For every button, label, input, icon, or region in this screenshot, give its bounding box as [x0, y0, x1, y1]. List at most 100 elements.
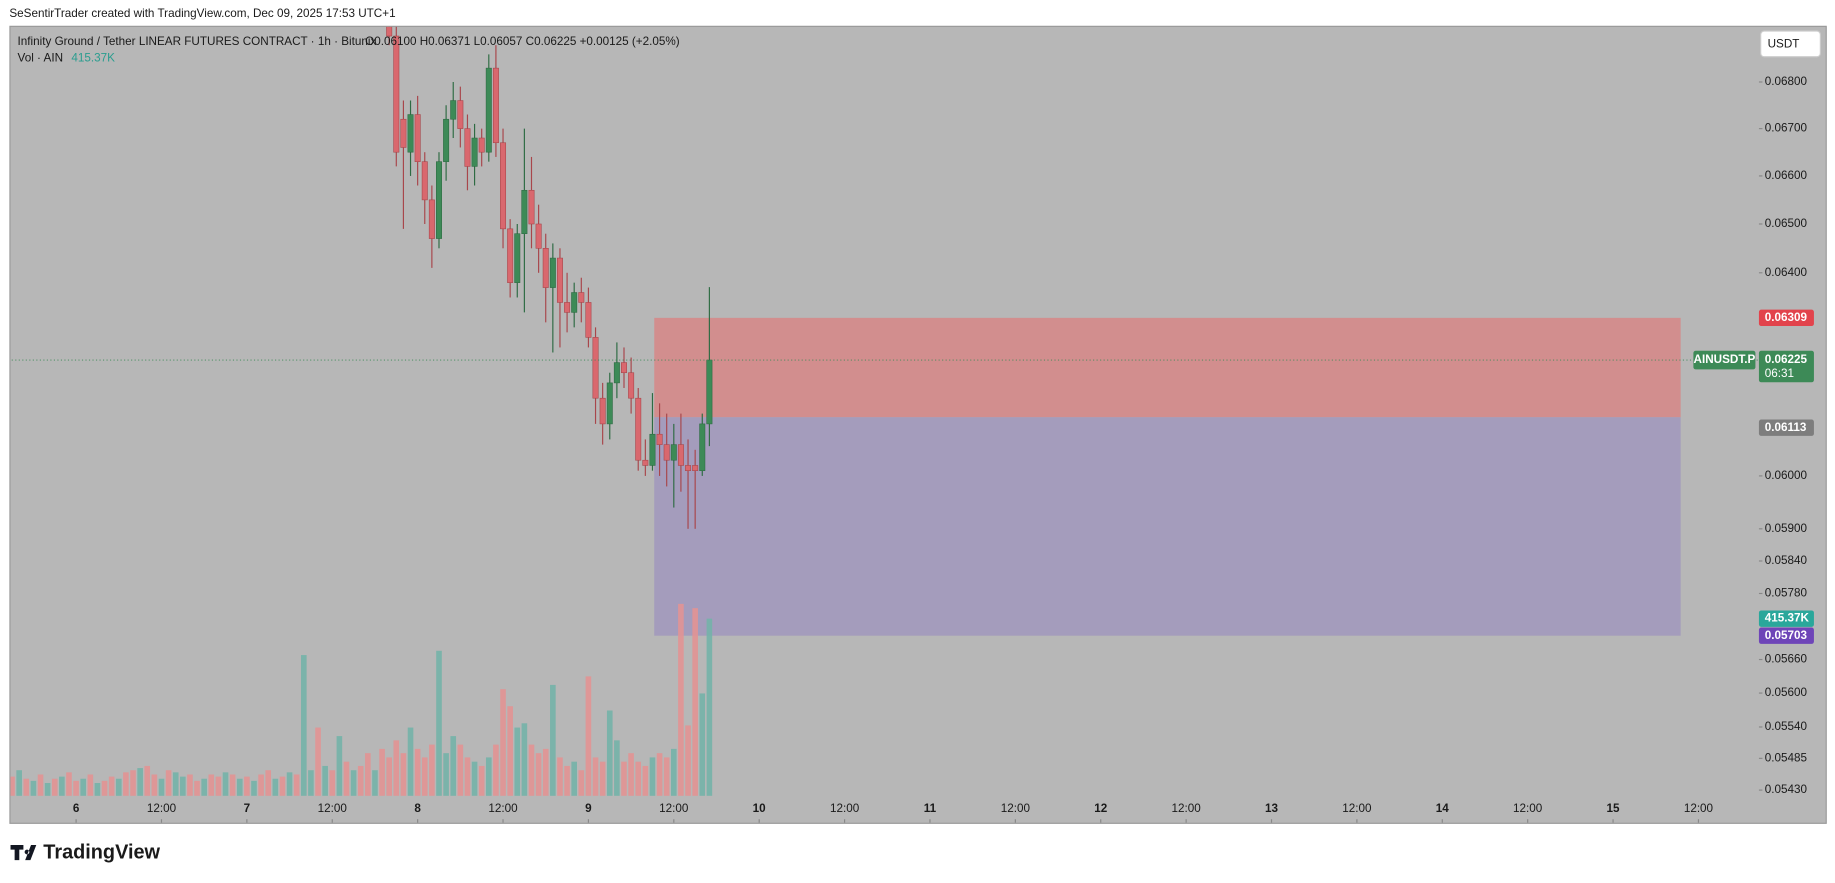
volume-bar [400, 753, 407, 796]
volume-bar [94, 783, 101, 796]
volume-bar [578, 770, 585, 796]
candle-body [535, 223, 542, 249]
candle-body [571, 292, 578, 313]
volume-bar [357, 765, 364, 796]
last-price-label: 0.06225 [1765, 353, 1808, 366]
stop-tag [1758, 309, 1814, 327]
currency-button[interactable] [1760, 30, 1821, 58]
countdown: 06:31 [1765, 367, 1794, 380]
volume-bar [500, 689, 506, 796]
candle-body [642, 459, 649, 466]
volume-bar [514, 727, 521, 796]
volume-bar [23, 778, 30, 796]
candle-body [663, 444, 670, 461]
y-tick-label: 0.05900 [1765, 522, 1808, 535]
candle-body [514, 233, 521, 283]
volume-bar [80, 778, 87, 796]
volume-bar [414, 748, 421, 796]
candle-body [400, 118, 407, 148]
x-tick-label: 6 [73, 802, 80, 815]
candle-body [656, 433, 663, 445]
legend-volume-value: 415.37K [71, 52, 115, 65]
volume-bar [265, 770, 272, 796]
candle-body [556, 257, 563, 303]
volume-bar [244, 776, 250, 796]
volume-bar [542, 748, 549, 796]
candle-body [485, 67, 492, 153]
currency-label[interactable]: USDT [1768, 38, 1800, 51]
entry-tag [1758, 419, 1814, 436]
volume-bar [194, 780, 200, 796]
candle-body [699, 423, 706, 471]
volume-bar [393, 740, 400, 796]
candle-body [457, 100, 464, 129]
legend-ohlc: O0.06100 H0.06371 L0.06057 C0.06225 +0.0… [365, 35, 680, 48]
volume-bar [429, 744, 435, 796]
candle-body [436, 161, 442, 239]
volume-bar [343, 761, 350, 796]
volume-bar [286, 772, 293, 796]
volume-bar [30, 780, 37, 796]
stop-zone [654, 317, 1681, 418]
volume-bar [144, 765, 151, 796]
volume-bar [300, 655, 307, 796]
volume-bar [137, 768, 143, 796]
volume-bar [130, 770, 136, 796]
candle-body [635, 397, 642, 461]
legend-symbol: Infinity Ground / Tether LINEAR FUTURES … [18, 35, 377, 48]
candle-body [706, 359, 713, 425]
candle-body [393, 35, 400, 153]
candle-body [492, 67, 499, 144]
volume-bar [436, 650, 442, 796]
y-tick-label: 0.05540 [1765, 720, 1808, 733]
volume-bar [663, 757, 670, 796]
ticker-label: AINUSDT.P [1694, 353, 1756, 366]
x-tick-label: 14 [1436, 802, 1450, 815]
volume-bar [628, 753, 634, 796]
volume-bar [386, 757, 392, 796]
candle-body [443, 118, 450, 162]
x-tick-label: 12:00 [1001, 802, 1031, 815]
volume-bar [592, 757, 599, 796]
volume-bar [336, 736, 343, 796]
candle-body [613, 362, 620, 384]
chart-frame [9, 25, 1827, 824]
candle-body [428, 199, 435, 239]
volume-bar [258, 774, 264, 796]
candle-body [500, 142, 507, 230]
volume-bar [521, 723, 528, 796]
candle-body [542, 248, 549, 288]
volume-bar [585, 676, 592, 796]
brand-logo [10, 844, 37, 861]
volume-bar [621, 761, 627, 796]
x-tick-label: 12:00 [1684, 802, 1714, 815]
volume-bar [642, 765, 649, 796]
candle-body [528, 189, 535, 225]
volume-bar [614, 740, 620, 796]
candle-body [692, 465, 699, 471]
x-tick-label: 12:00 [1513, 802, 1543, 815]
candle-body [592, 337, 599, 399]
target-tag [1758, 627, 1814, 644]
candle-body [478, 137, 485, 153]
volume-bar [535, 753, 542, 796]
candle-body [421, 161, 428, 201]
volume-bar [51, 778, 58, 796]
volume-bar [87, 774, 94, 796]
volume-bar [308, 770, 314, 796]
last-price-tag [1758, 350, 1814, 383]
candle-body [521, 189, 528, 234]
volume-bar [115, 778, 122, 796]
x-tick-label: 12:00 [488, 802, 518, 815]
volume-bar [599, 761, 606, 796]
candle-body [471, 137, 478, 167]
candle-body [386, 26, 393, 37]
candle-body [621, 362, 627, 374]
volume-bar [464, 757, 471, 796]
volume-bar [279, 776, 286, 796]
volume-bar [123, 772, 129, 796]
volume-bar [73, 780, 79, 796]
candle-body [685, 465, 692, 471]
volume-bar [329, 770, 336, 796]
